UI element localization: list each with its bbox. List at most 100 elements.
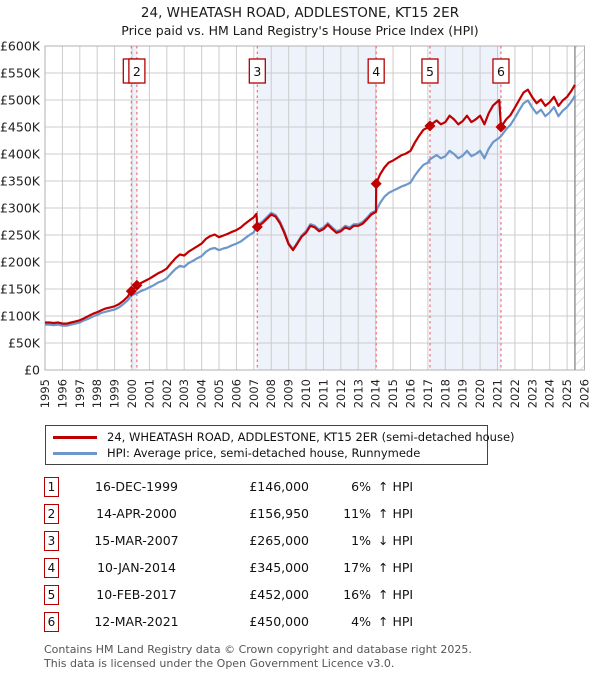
y-axis-label: £450K <box>0 120 41 135</box>
footer-line-1: Contains HM Land Registry data © Crown c… <box>44 643 472 656</box>
x-axis-label: 2014 <box>369 379 383 408</box>
hpi-ref-label: HPI <box>388 479 414 494</box>
sale-number-box <box>128 58 146 84</box>
sale-hpi-pct: 6% <box>351 479 371 494</box>
transaction-row: 3 15-MAR-2007 £265,000 1% ↓ HPI <box>44 527 600 554</box>
hpi-ref-label: HPI <box>388 560 414 575</box>
x-axis-label: 2016 <box>403 379 417 408</box>
transaction-row: 6 12-MAR-2021 £450,000 4% ↑ HPI <box>44 608 600 635</box>
sale-date: 10-JAN-2014 <box>97 560 176 575</box>
sale-number-label: 6 <box>497 64 505 79</box>
sale-number-box <box>421 58 439 84</box>
sale-hpi-pct: 17% <box>343 560 371 575</box>
sale-hpi-direction: ↑ HPI <box>371 587 443 602</box>
x-axis-label: 2009 <box>282 379 296 408</box>
chart-subtitle: Price paid vs. HM Land Registry's House … <box>121 23 479 38</box>
x-axis-label: 2015 <box>386 379 400 408</box>
hpi-arrow-up-icon: ↑ <box>378 587 389 602</box>
x-axis-label: 1998 <box>90 379 104 408</box>
sale-marker <box>131 279 143 291</box>
x-axis-label: 2010 <box>299 379 313 408</box>
transaction-table: 1 16-DEC-1999 £146,000 6% ↑ HPI 2 14-APR-2000 £… <box>44 473 600 635</box>
hpi-ref-label: HPI <box>388 533 414 548</box>
sale-hpi-direction: ↑ HPI <box>371 506 443 521</box>
sale-hpi-pct: 1% <box>351 533 371 548</box>
sale-number-box <box>367 58 385 84</box>
hpi-ref-label: HPI <box>388 506 414 521</box>
transaction-row: 5 10-FEB-2017 £452,000 16% ↑ HPI <box>44 581 600 608</box>
sale-hpi-pct: 16% <box>343 587 371 602</box>
hpi-line-swatch <box>53 451 97 455</box>
x-axis-label: 2001 <box>142 379 156 408</box>
hpi-line <box>45 95 576 327</box>
legend-item: 24, WHEATASH ROAD, ADDLESTONE, KT15 2ER … <box>53 429 515 445</box>
x-axis-label: 2002 <box>160 379 174 408</box>
hpi-arrow-up-icon: ↑ <box>378 479 389 494</box>
sale-price: £146,000 <box>249 479 309 494</box>
sale-price: £265,000 <box>249 533 309 548</box>
x-axis-label: 2006 <box>229 379 243 408</box>
x-axis-label: 2003 <box>177 379 191 408</box>
footer-line-2: This data is licensed under the Open Gov… <box>44 656 395 670</box>
legend-label: 24, WHEATASH ROAD, ADDLESTONE, KT15 2ER … <box>107 430 515 444</box>
price-chart: 123456£0£50K£100K£150K£200K£250K£300K£35… <box>0 39 592 408</box>
x-axis-label: 2011 <box>316 379 330 408</box>
sale-marker <box>495 121 507 133</box>
x-axis-label: 2013 <box>351 379 365 408</box>
x-axis-label: 2004 <box>195 379 209 408</box>
sale-date: 15-MAR-2007 <box>94 533 179 548</box>
sale-marker <box>370 178 382 190</box>
sale-hpi-pct: 11% <box>343 506 371 521</box>
sale-number-badge: 4 <box>44 557 59 578</box>
hpi-arrow-up-icon: ↑ <box>378 560 389 575</box>
x-axis-label: 2008 <box>264 379 278 408</box>
sale-hpi-direction: ↑ HPI <box>371 479 443 494</box>
sale-number-badge: 3 <box>44 530 59 551</box>
sale-date: 10-FEB-2017 <box>96 587 177 602</box>
sale-number-box <box>248 58 266 84</box>
sale-date: 12-MAR-2021 <box>94 614 179 629</box>
x-axis-label: 2020 <box>473 379 487 408</box>
x-axis-label: 2019 <box>456 379 470 408</box>
hpi-arrow-up-icon: ↑ <box>378 506 389 521</box>
y-axis-label: £300K <box>0 201 41 216</box>
y-axis-label: £250K <box>0 228 41 243</box>
sale-marker <box>424 120 436 132</box>
y-axis-label: £100K <box>0 309 41 324</box>
sale-number-badge: 1 <box>44 476 59 497</box>
sale-marker <box>125 285 137 297</box>
sale-number-box <box>492 58 510 84</box>
sale-hpi-pct: 4% <box>351 614 371 629</box>
sale-date: 16-DEC-1999 <box>95 479 178 494</box>
y-axis-label: £600K <box>0 39 41 54</box>
sale-number-label: 4 <box>372 64 380 79</box>
sale-price: £156,950 <box>249 506 309 521</box>
sale-price: £450,000 <box>249 614 309 629</box>
x-axis-label: 2012 <box>334 379 348 408</box>
hpi-ref-label: HPI <box>388 587 414 602</box>
x-axis-label: 2017 <box>421 379 435 408</box>
legend-item: HPI: Average price, semi-detached house,… <box>53 445 480 461</box>
sale-hpi-direction: ↑ HPI <box>371 560 443 575</box>
x-axis-label: 2000 <box>125 379 139 408</box>
hpi-arrow-up-icon: ↑ <box>378 614 389 629</box>
x-axis-label: 2005 <box>212 379 226 408</box>
sale-number-label: 2 <box>133 64 141 79</box>
x-axis-label: 1997 <box>73 379 87 408</box>
chart-legend: 24, WHEATASH ROAD, ADDLESTONE, KT15 2ER … <box>45 425 515 465</box>
license-footer: Contains HM Land Registry data © Crown c… <box>44 643 600 671</box>
sale-hpi-direction: ↓ HPI <box>371 533 443 548</box>
sale-number-badge: 2 <box>44 503 59 524</box>
x-axis-label: 2026 <box>578 379 592 408</box>
y-axis-label: £50K <box>8 336 41 351</box>
x-axis-label: 2022 <box>508 379 522 408</box>
legend-label: HPI: Average price, semi-detached house,… <box>107 446 421 460</box>
sale-number-badge: 5 <box>44 584 59 605</box>
transaction-row: 4 10-JAN-2014 £345,000 17% ↑ HPI <box>44 554 600 581</box>
sale-marker <box>251 221 263 233</box>
x-axis-label: 1996 <box>55 379 69 408</box>
transaction-row: 2 14-APR-2000 £156,950 11% ↑ HPI <box>44 500 600 527</box>
sale-number-label: 5 <box>426 64 434 79</box>
x-axis-label: 2018 <box>438 379 452 408</box>
x-axis-label: 1999 <box>108 379 122 408</box>
